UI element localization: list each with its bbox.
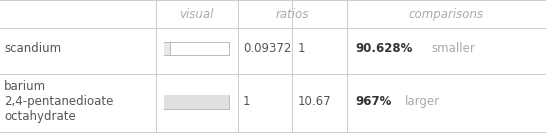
- Text: comparisons: comparisons: [409, 8, 484, 21]
- Bar: [164, 95, 229, 109]
- Text: ratios: ratios: [275, 8, 309, 21]
- Text: barium
2,4-pentanedioate
octahydrate: barium 2,4-pentanedioate octahydrate: [4, 80, 114, 123]
- Bar: [164, 42, 229, 55]
- Text: visual: visual: [180, 8, 213, 21]
- Text: 1: 1: [243, 95, 251, 108]
- Text: larger: larger: [405, 95, 440, 108]
- Text: 967%: 967%: [355, 95, 391, 108]
- Text: smaller: smaller: [432, 42, 476, 55]
- Text: 0.09372: 0.09372: [243, 42, 292, 55]
- Text: 90.628%: 90.628%: [355, 42, 412, 55]
- Text: 1: 1: [298, 42, 305, 55]
- Bar: [164, 42, 170, 55]
- Text: 10.67: 10.67: [298, 95, 331, 108]
- Bar: [164, 95, 229, 109]
- Text: scandium: scandium: [4, 42, 62, 55]
